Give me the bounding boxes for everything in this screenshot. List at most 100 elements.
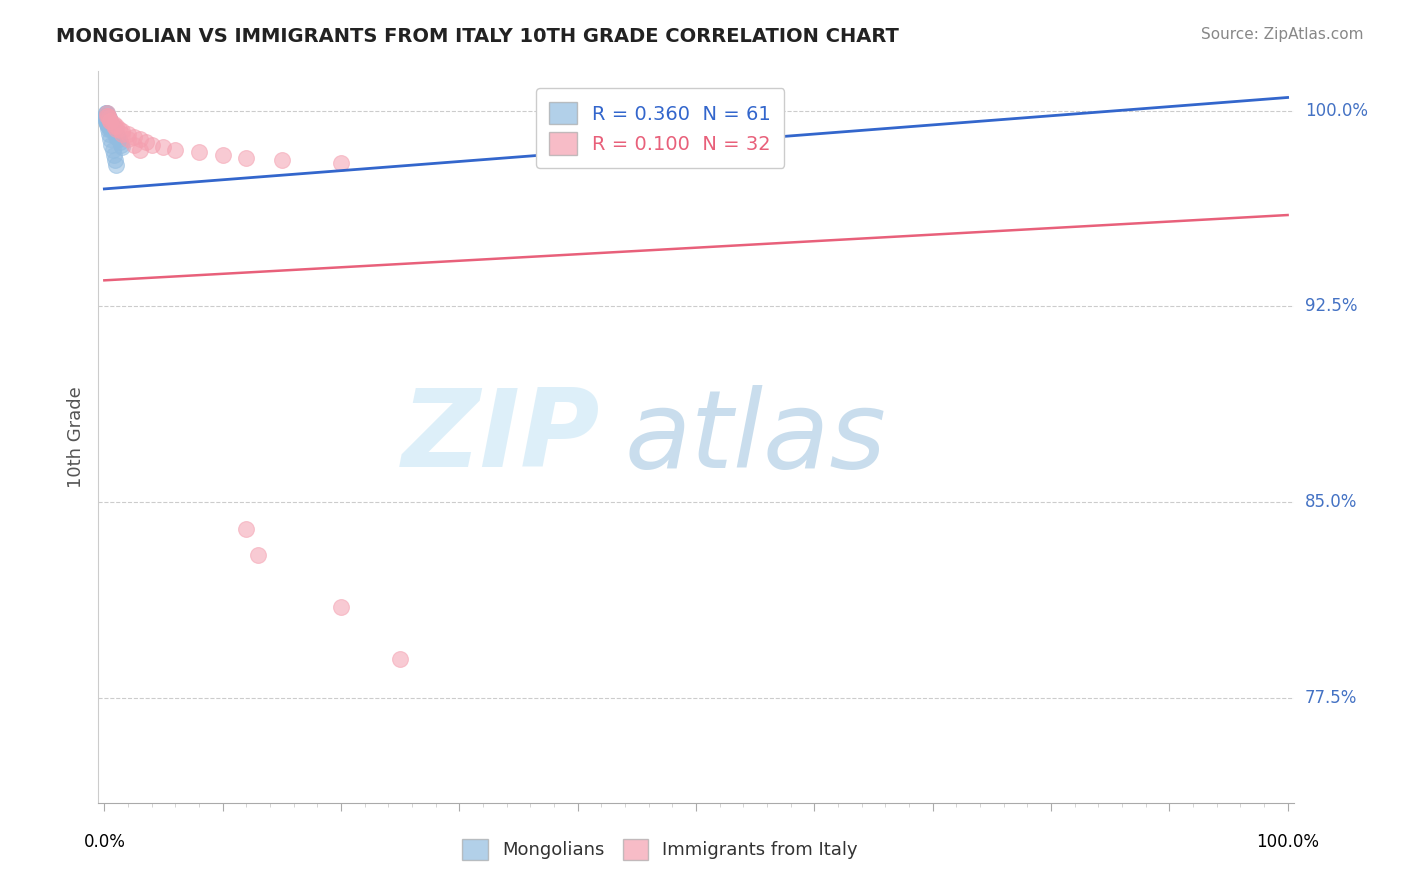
- Point: [94, 106, 117, 120]
- Point: [105, 121, 128, 136]
- Text: 92.5%: 92.5%: [1305, 297, 1357, 316]
- Point: [98, 121, 121, 136]
- Point: [97, 109, 120, 123]
- Point: [96, 114, 118, 128]
- Text: 0.0%: 0.0%: [83, 833, 125, 851]
- Legend: Mongolians, Immigrants from Italy: Mongolians, Immigrants from Italy: [456, 831, 865, 867]
- Point: [389, 652, 412, 666]
- Point: [330, 155, 353, 169]
- Point: [97, 109, 120, 123]
- Point: [98, 112, 121, 126]
- Point: [97, 114, 120, 128]
- Point: [96, 109, 118, 123]
- Point: [135, 135, 157, 149]
- Point: [98, 114, 121, 128]
- Point: [96, 109, 118, 123]
- Point: [94, 109, 117, 123]
- Y-axis label: 10th Grade: 10th Grade: [66, 386, 84, 488]
- Point: [101, 119, 124, 133]
- Point: [96, 106, 118, 120]
- Point: [96, 114, 118, 128]
- Point: [103, 124, 125, 138]
- Point: [98, 132, 121, 146]
- Point: [100, 117, 122, 131]
- Point: [107, 132, 129, 146]
- Point: [211, 148, 233, 162]
- Point: [96, 117, 118, 131]
- Point: [98, 127, 121, 141]
- Point: [111, 127, 134, 141]
- Point: [103, 148, 125, 162]
- Point: [103, 121, 125, 136]
- Point: [96, 112, 118, 126]
- Point: [96, 109, 118, 123]
- Point: [98, 114, 121, 128]
- Text: 100.0%: 100.0%: [1305, 102, 1368, 120]
- Point: [98, 117, 121, 131]
- Point: [100, 119, 122, 133]
- Point: [98, 119, 121, 133]
- Point: [110, 137, 132, 152]
- Text: atlas: atlas: [624, 384, 886, 490]
- Point: [97, 112, 120, 126]
- Point: [94, 109, 117, 123]
- Text: 85.0%: 85.0%: [1305, 493, 1357, 511]
- Text: Source: ZipAtlas.com: Source: ZipAtlas.com: [1201, 27, 1364, 42]
- Point: [117, 127, 139, 141]
- Point: [94, 112, 117, 126]
- Point: [98, 117, 121, 131]
- Point: [235, 151, 257, 165]
- Point: [105, 129, 128, 144]
- Point: [330, 599, 353, 614]
- Point: [100, 137, 122, 152]
- Point: [122, 129, 145, 144]
- Point: [98, 114, 121, 128]
- Point: [98, 112, 121, 126]
- Point: [103, 119, 125, 133]
- Point: [98, 119, 121, 133]
- Point: [96, 112, 118, 126]
- Point: [108, 135, 131, 149]
- Text: 77.5%: 77.5%: [1305, 690, 1357, 707]
- Point: [97, 117, 120, 131]
- Point: [94, 114, 117, 128]
- Point: [96, 106, 118, 120]
- Point: [165, 143, 187, 157]
- Point: [97, 121, 120, 136]
- Text: ZIP: ZIP: [402, 384, 600, 490]
- Point: [94, 112, 117, 126]
- Point: [94, 109, 117, 123]
- Point: [94, 114, 117, 128]
- Point: [270, 153, 292, 168]
- Point: [107, 121, 129, 136]
- Point: [105, 119, 128, 133]
- Point: [98, 114, 121, 128]
- Point: [104, 124, 127, 138]
- Point: [97, 117, 120, 131]
- Point: [96, 114, 118, 128]
- Point: [141, 137, 163, 152]
- Point: [122, 137, 145, 152]
- Point: [101, 121, 124, 136]
- Text: MONGOLIAN VS IMMIGRANTS FROM ITALY 10TH GRADE CORRELATION CHART: MONGOLIAN VS IMMIGRANTS FROM ITALY 10TH …: [56, 27, 898, 45]
- Point: [105, 158, 128, 172]
- Point: [128, 132, 150, 146]
- Point: [98, 119, 121, 133]
- Point: [101, 143, 124, 157]
- Point: [152, 140, 174, 154]
- Point: [103, 117, 125, 131]
- Text: 100.0%: 100.0%: [1256, 833, 1319, 851]
- Point: [97, 117, 120, 131]
- Point: [105, 127, 128, 141]
- Point: [98, 117, 121, 131]
- Point: [96, 112, 118, 126]
- Point: [111, 140, 134, 154]
- Point: [105, 129, 128, 144]
- Point: [97, 119, 120, 133]
- Point: [96, 117, 118, 131]
- Point: [111, 124, 134, 138]
- Point: [188, 145, 211, 160]
- Point: [97, 114, 120, 128]
- Point: [94, 112, 117, 126]
- Point: [247, 548, 270, 562]
